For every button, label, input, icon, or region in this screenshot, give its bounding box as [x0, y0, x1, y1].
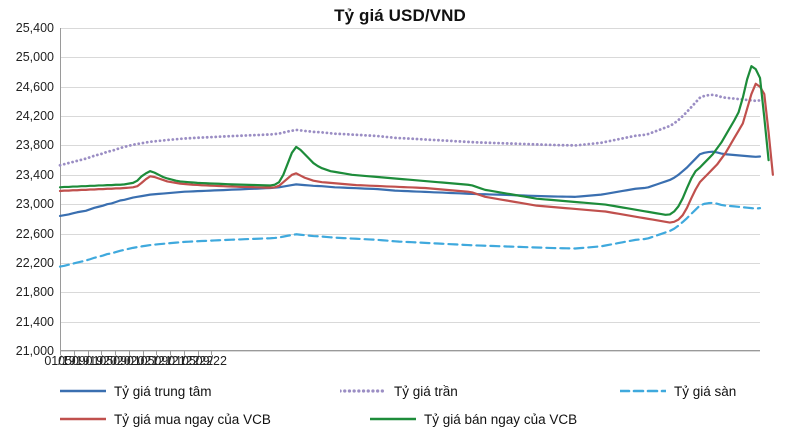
x-tick-mark: [170, 351, 172, 355]
gridline: [60, 351, 760, 352]
gridline: [60, 292, 760, 294]
series-lines: [58, 65, 774, 268]
legend-item[interactable]: Tỷ giá bán ngay của VCB: [370, 406, 577, 432]
series-line: [58, 150, 762, 218]
y-axis-line: [60, 28, 61, 351]
legend-label: Tỷ giá trung tâm: [114, 383, 212, 399]
x-tick-mark: [142, 351, 144, 355]
y-tick-label: 23,400: [15, 167, 54, 182]
x-tick-mark: [115, 351, 117, 355]
chart-title: Tỷ giá USD/VND: [334, 6, 466, 25]
gridline: [60, 145, 760, 147]
x-tick-label: 09/20: [113, 354, 145, 368]
x-tick-mark: [101, 351, 103, 355]
legend-swatch: [60, 412, 106, 426]
x-tick-label: 09/19: [71, 354, 104, 368]
x-tick-label: 09/21: [154, 354, 186, 368]
x-tick-label: 05/20: [99, 354, 131, 368]
gridline: [60, 321, 760, 323]
legend-item[interactable]: Tỷ giá sàn: [620, 378, 736, 404]
x-tick-mark: [197, 351, 199, 355]
y-tick-label: 25,000: [15, 50, 54, 65]
y-tick-label: 23,800: [15, 138, 54, 153]
gridline: [60, 116, 760, 118]
gridline: [60, 233, 760, 235]
y-tick-label: 21,800: [15, 285, 54, 300]
x-tick-label: 05/21: [140, 354, 172, 368]
x-tick-mark: [183, 351, 185, 355]
x-tick-label: 05/19: [58, 354, 90, 368]
x-tick-label: 01/21: [126, 354, 159, 368]
y-tick-label: 24,200: [15, 109, 54, 124]
y-tick-label: 22,600: [15, 226, 54, 241]
legend-item[interactable]: Tỷ giá trung tâm: [60, 378, 212, 404]
series-line: [58, 201, 762, 268]
gridline: [60, 57, 760, 59]
gridline: [60, 174, 760, 176]
x-tick-label: 01/19: [44, 354, 76, 368]
legend-row: Tỷ giá trung tâm Tỷ giá trần Tỷ giá sàn: [40, 378, 770, 404]
x-tick-label: 01/20: [85, 354, 117, 368]
plot-area: 21,000 21,400 21,800 22,200 22,600 23,000 23,4…: [16, 21, 774, 368]
legend-swatch: [340, 384, 386, 398]
x-tick-label: 09/22: [195, 354, 227, 368]
legend-label: Tỷ giá mua ngay của VCB: [114, 411, 271, 427]
legend-item[interactable]: Tỷ giá trần: [340, 378, 458, 404]
gridline: [60, 204, 760, 206]
y-tick-label: 21,400: [15, 314, 54, 329]
x-tick-mark: [128, 351, 130, 355]
x-tick-label: 05/22: [181, 354, 214, 368]
series-line: [58, 65, 770, 216]
x-tick-mark: [60, 351, 61, 355]
legend-row: Tỷ giá mua ngay của VCB Tỷ giá bán ngay c…: [40, 406, 770, 432]
y-tick-label: 22,200: [15, 255, 54, 270]
legend-swatch: [620, 384, 666, 398]
legend-swatch: [370, 412, 416, 426]
series-line: [58, 82, 774, 224]
gridline: [60, 28, 760, 29]
gridline: [60, 86, 760, 88]
legend-label: Tỷ giá trần: [394, 383, 458, 399]
y-tick-label: 24,600: [15, 79, 54, 94]
x-tick-mark: [73, 351, 75, 355]
series-line: [58, 93, 762, 167]
x-tick-mark: [211, 351, 213, 355]
y-tick-label: 23,000: [15, 197, 54, 212]
x-tick-mark: [87, 351, 89, 355]
legend-swatch: [60, 384, 106, 398]
x-axis-line: [60, 350, 760, 351]
legend-item[interactable]: Tỷ giá mua ngay của VCB: [60, 406, 271, 432]
y-tick-label: 21,000: [15, 344, 54, 358]
y-tick-label: 25,400: [15, 21, 54, 35]
legend-label: Tỷ giá sàn: [674, 383, 737, 399]
gridline: [60, 262, 760, 264]
chart-legend: Tỷ giá trung tâm Tỷ giá trần Tỷ giá sàn Tỷ …: [40, 378, 770, 434]
x-tick-label: 01/22: [168, 354, 200, 368]
x-tick-mark: [156, 351, 158, 355]
legend-label: Tỷ giá bán ngay của VCB: [424, 411, 578, 427]
